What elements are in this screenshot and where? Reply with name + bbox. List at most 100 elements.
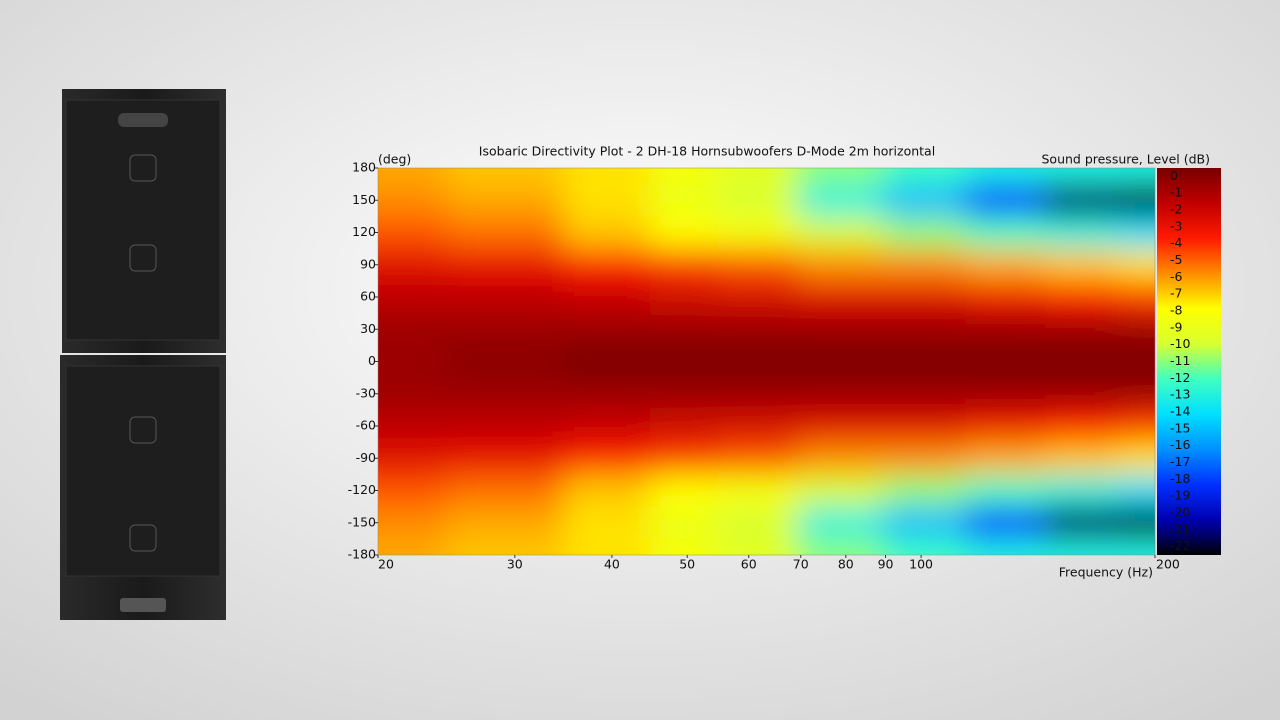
heat-cell [563,506,651,540]
heat-cell [446,168,564,185]
y-tick-label: 0 [368,353,376,368]
heat-cell [1044,506,1118,540]
y-tick-label: 90 [360,256,376,271]
heat-cell [649,506,719,540]
colorbar-tick-label: 0 [1170,168,1178,183]
heat-cell [797,184,884,217]
heat-cell [717,345,798,379]
speaker-image [60,89,226,620]
heat-cell [883,538,966,555]
heat-cell [1117,538,1155,555]
colorbar-tick-label: -1 [1170,185,1182,200]
colorbar-tick-label: -3 [1170,218,1182,233]
x-tick-label: 80 [838,557,854,572]
heat-cell [717,442,798,475]
heat-cell [1044,248,1118,282]
heat-cell [883,345,966,379]
heat-cell [965,248,1046,282]
heat-cell [797,168,884,185]
y-tick-label: -30 [356,385,376,400]
heat-cell [1044,184,1118,217]
heat-cell [649,248,719,282]
heat-cell [797,506,884,540]
heat-cell [965,184,1046,217]
heat-cell [883,474,966,508]
heat-cell [965,377,1046,411]
heat-cell [649,184,719,217]
heat-cell [378,474,447,508]
heat-cell [378,377,447,411]
colorbar-tick-label: -21 [1170,521,1190,536]
heat-cell [717,168,798,185]
heat-cell [1044,345,1118,379]
heat-cell [797,313,884,346]
heat-cell [965,506,1046,540]
heat-cell [378,216,447,250]
heat-cell [446,280,564,314]
heat-cell [717,409,798,443]
colorbar-tick-label: -4 [1170,235,1183,250]
x-tick-label: 100 [909,557,933,572]
x-tick-label: 70 [793,557,809,572]
heat-cell [965,168,1046,185]
colorbar-tick-label: -20 [1170,504,1190,519]
y-tick-label: 180 [352,160,376,175]
heat-cell [378,409,447,443]
heat-cell [649,474,719,508]
chart-title: Isobaric Directivity Plot - 2 DH-18 Horn… [479,144,935,159]
heat-cell [649,409,719,443]
heat-cell [446,345,564,379]
heat-cell [1044,313,1118,346]
heat-cell [446,506,564,540]
heat-cell [883,442,966,475]
colorbar-tick-label: -19 [1170,488,1190,503]
heat-cell [1117,168,1155,185]
heat-cell [649,313,719,346]
heat-cell [1044,216,1118,250]
heat-cell [649,442,719,475]
heat-cell [649,216,719,250]
colorbar-tick-label: -22 [1170,538,1190,553]
heat-cell [1044,409,1118,443]
colorbar-label: Sound pressure, Level (dB) [1041,152,1210,167]
heat-cell [717,184,798,217]
y-tick-label: -60 [356,418,376,433]
heat-cell [797,377,884,411]
y-axis-label: (deg) [378,152,411,167]
y-tick-label: 30 [360,321,376,336]
heat-cell [717,474,798,508]
heat-cell [797,216,884,250]
heat-cell [563,168,651,185]
y-tick-label: -120 [348,482,376,497]
heat-cell [965,216,1046,250]
heat-cell [797,248,884,282]
heat-cell [563,216,651,250]
colorbar-tick-label: -10 [1170,336,1190,351]
colorbar-tick-label: -15 [1170,420,1190,435]
heat-cell [1117,184,1155,217]
heat-cell [378,280,447,314]
heat-cell [883,184,966,217]
y-tick-label: 150 [352,192,376,207]
heat-cell [797,442,884,475]
heat-cell [965,409,1046,443]
y-tick-label: -90 [356,450,376,465]
heat-cell [1044,474,1118,508]
heat-cell [446,216,564,250]
heat-cell [1044,377,1118,411]
heat-cell [563,442,651,475]
heat-cell [965,280,1046,314]
colorbar-tick-label: -2 [1170,202,1182,217]
heat-cell [965,313,1046,346]
heat-cell [965,345,1046,379]
colorbar-tick-label: -6 [1170,269,1183,284]
heat-cell [797,280,884,314]
heat-cell [1117,377,1155,411]
heat-cell [1044,442,1118,475]
heat-cell [797,345,884,379]
heat-cell [883,506,966,540]
heat-cell [446,248,564,282]
x-tick-label: 200 [1156,557,1180,572]
heat-cell [883,216,966,250]
